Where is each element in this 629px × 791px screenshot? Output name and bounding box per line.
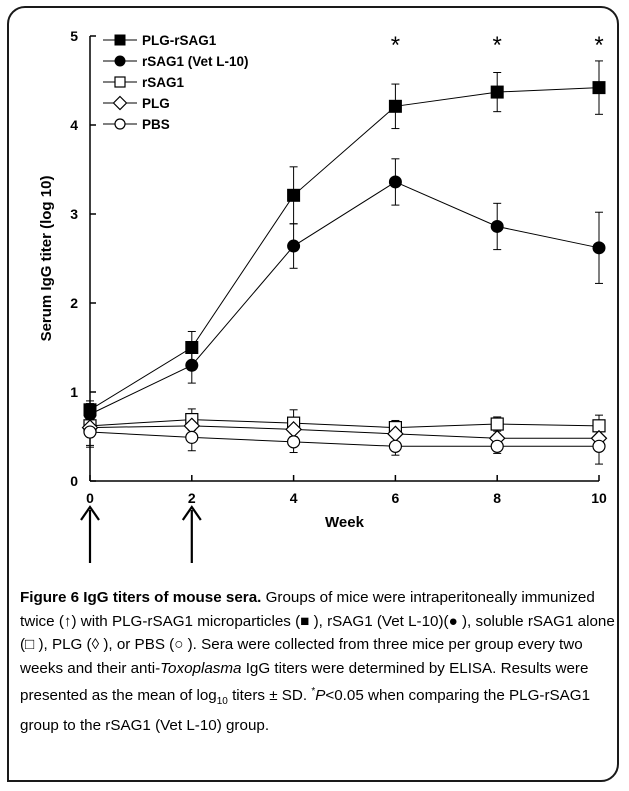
y-tick-label: 0 xyxy=(70,473,78,489)
data-marker xyxy=(388,439,402,453)
axes: 0 1 2 3 4 5 0 2 4 6 8 10 Week Serum IgG titer (log 10… xyxy=(38,28,607,531)
caption-segment: P xyxy=(315,687,326,705)
caption-segment: Toxoplasma xyxy=(160,659,242,677)
data-marker xyxy=(114,34,126,46)
x-tick-label: 10 xyxy=(591,490,607,506)
data-marker xyxy=(83,407,97,421)
legend-label: rSAG1 xyxy=(142,75,185,90)
caption-segment: 10 xyxy=(216,696,228,708)
legend-label: PBS xyxy=(142,117,170,132)
legend: PLG-rSAG1 rSAG1 (Vet L-10) rSAG1 PLG PBS xyxy=(103,33,249,132)
y-tick-label: 4 xyxy=(70,117,78,133)
y-tick-label: 1 xyxy=(70,384,78,400)
caption-segment: <0.05 when comparing the PLG-rSAG1 group… xyxy=(20,687,591,735)
chart: 0 1 2 3 4 5 0 2 4 6 8 10 Week Serum IgG titer (log 10… xyxy=(38,28,608,563)
immunization-arrows xyxy=(80,505,202,563)
y-tick-label: 2 xyxy=(70,295,78,311)
series-lines xyxy=(89,87,600,447)
y-tick-label: 3 xyxy=(70,206,78,222)
data-marker xyxy=(185,430,199,444)
series-line xyxy=(89,87,600,411)
data-marker xyxy=(112,95,128,111)
y-tick-label: 5 xyxy=(70,28,78,44)
annotations: * * * xyxy=(391,32,604,59)
caption-title: Figure 6 IgG titers of mouse sera. xyxy=(20,589,262,606)
series-line xyxy=(89,419,600,429)
series-line xyxy=(89,431,599,447)
data-marker xyxy=(287,239,301,253)
data-marker xyxy=(490,439,504,453)
legend-label: rSAG1 (Vet L-10) xyxy=(142,54,249,69)
data-marker xyxy=(490,417,504,431)
data-marker xyxy=(388,175,402,189)
data-marker xyxy=(185,341,199,354)
x-tick-label: 4 xyxy=(290,490,298,506)
significance-star: * xyxy=(594,32,603,59)
data-marker xyxy=(592,81,606,95)
up-arrow-icon xyxy=(181,505,202,521)
caption-segment: Groups of mice were intraperitoneally im… xyxy=(20,589,615,677)
data-marker xyxy=(114,55,126,67)
caption-segment: titers ± SD. xyxy=(227,687,312,705)
data-marker xyxy=(287,435,301,449)
data-marker xyxy=(592,439,606,453)
data-marker xyxy=(490,85,504,99)
caption-segment: IgG titers were determined by ELISA. Res… xyxy=(20,659,589,705)
x-axis-title: Week xyxy=(325,514,365,531)
data-marker xyxy=(388,99,402,113)
y-axis-title: Serum IgG titer (log 10) xyxy=(38,176,55,342)
x-tick-label: 0 xyxy=(86,490,94,506)
data-marker xyxy=(185,358,199,372)
data-marker xyxy=(287,188,301,202)
figure-caption: Figure 6 IgG titers of mouse sera. Group… xyxy=(20,586,615,738)
x-tick-label: 2 xyxy=(188,490,196,506)
data-marker xyxy=(83,425,97,439)
up-arrow-icon xyxy=(80,505,100,521)
data-marker xyxy=(114,118,126,130)
x-tick-label: 8 xyxy=(493,490,501,506)
data-marker xyxy=(592,241,606,255)
significance-star: * xyxy=(391,32,400,59)
caption-segment: * xyxy=(311,686,316,698)
data-markers xyxy=(81,81,608,453)
series-line xyxy=(89,181,600,415)
data-marker xyxy=(114,76,126,88)
significance-star: * xyxy=(493,32,502,59)
series-line xyxy=(89,425,599,439)
legend-label: PLG-rSAG1 xyxy=(142,33,217,48)
legend-label: PLG xyxy=(142,96,170,111)
x-tick-label: 6 xyxy=(392,490,400,506)
data-marker xyxy=(490,219,504,233)
caption-body: Groups of mice were intraperitoneally im… xyxy=(20,589,615,734)
figure-frame xyxy=(7,6,619,782)
